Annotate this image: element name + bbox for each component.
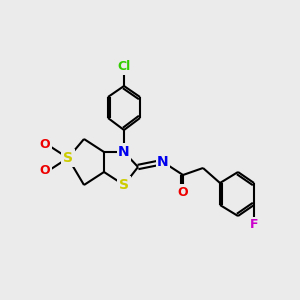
Text: O: O xyxy=(40,164,50,178)
Text: O: O xyxy=(178,185,188,199)
Text: S: S xyxy=(63,151,73,165)
Text: F: F xyxy=(250,218,258,232)
Text: Cl: Cl xyxy=(117,61,130,74)
Text: S: S xyxy=(119,178,129,192)
Text: O: O xyxy=(40,139,50,152)
Text: N: N xyxy=(118,145,130,159)
Text: N: N xyxy=(157,155,169,169)
